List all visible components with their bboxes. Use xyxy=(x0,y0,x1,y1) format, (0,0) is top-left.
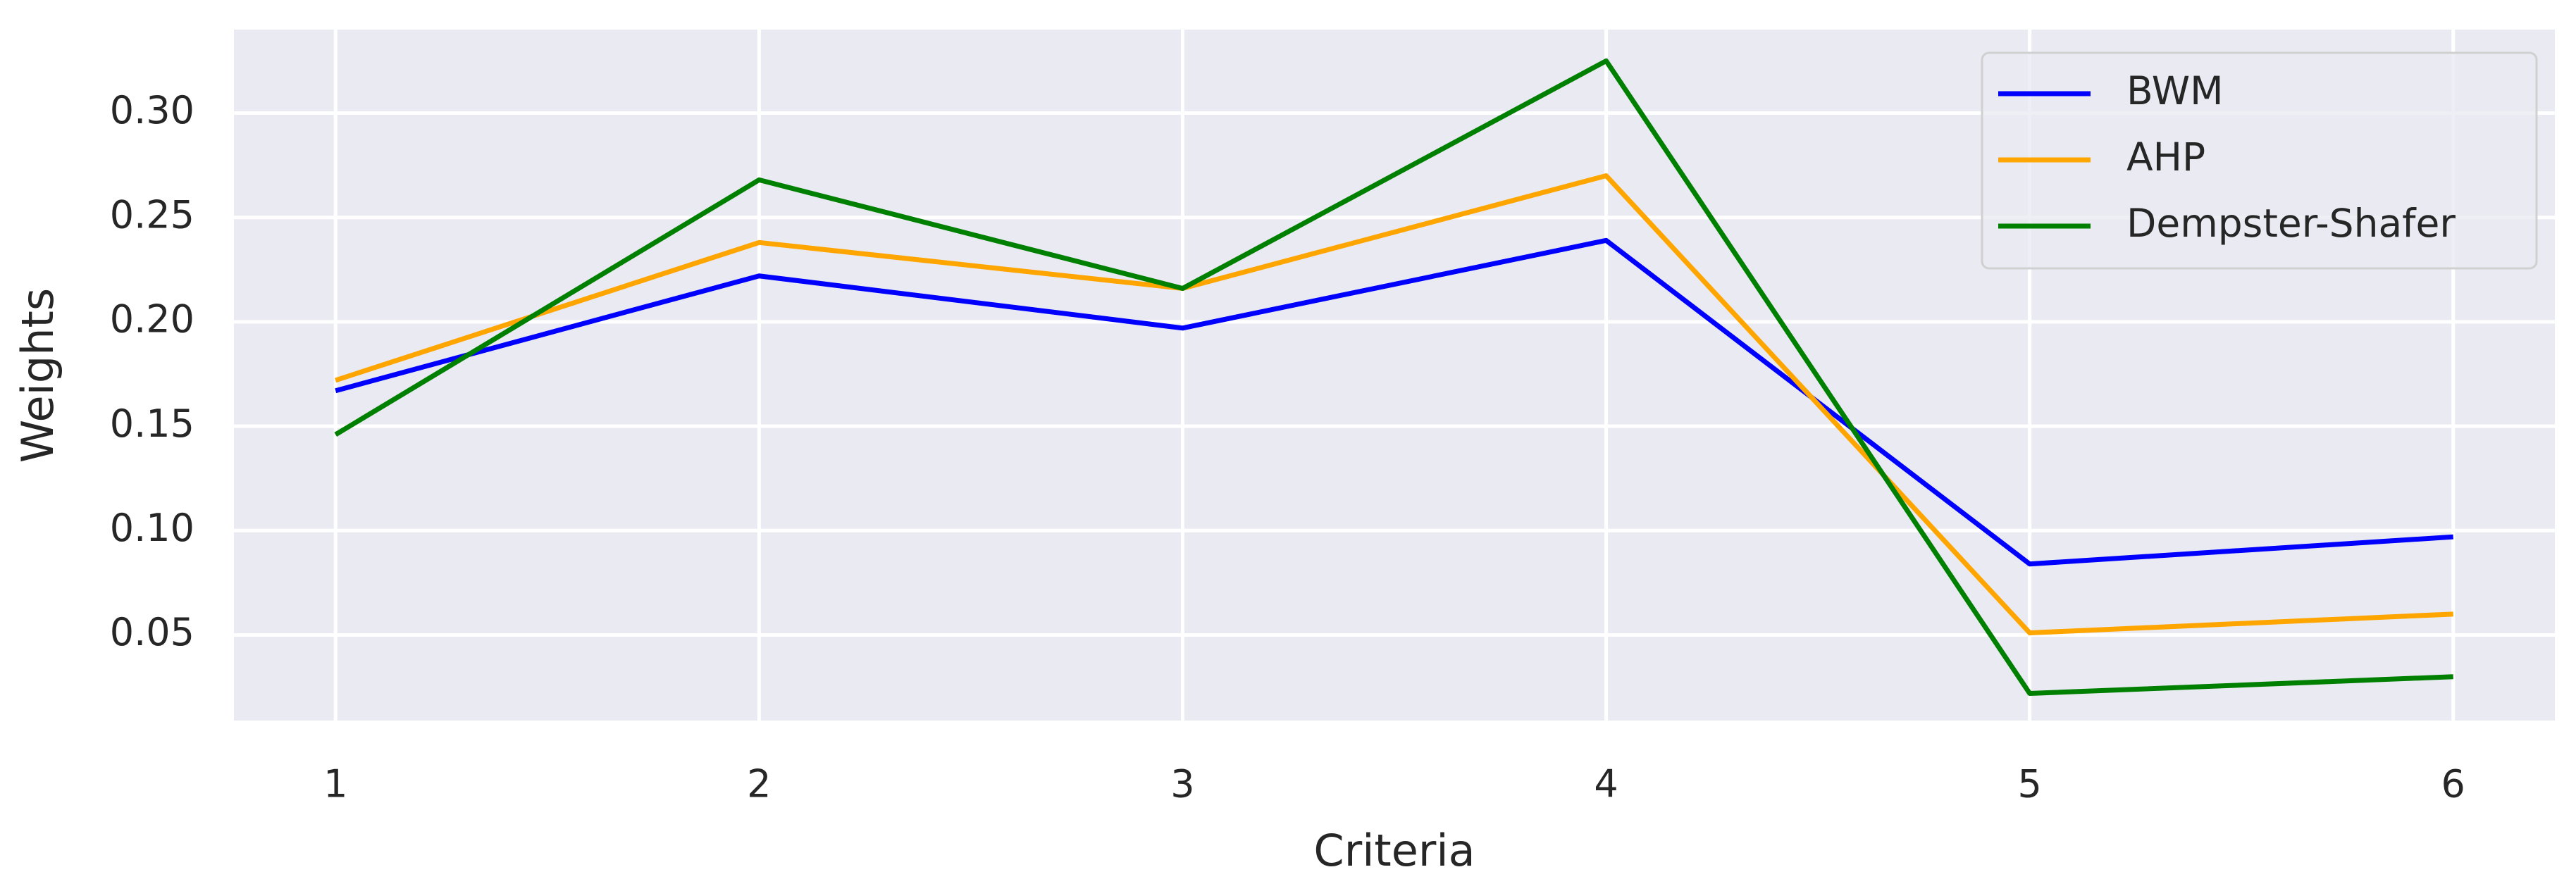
y-tick-label: 0.05 xyxy=(110,610,194,654)
series-line xyxy=(335,173,2453,636)
series-line xyxy=(334,58,2453,696)
legend-box xyxy=(1981,51,2538,270)
x-tick-label: 3 xyxy=(1170,762,1194,806)
x-tick-label: 4 xyxy=(1594,762,1618,806)
x-tick-label: 2 xyxy=(747,762,771,806)
x-tick-label: 5 xyxy=(2017,762,2041,806)
lines xyxy=(334,58,2453,696)
x-tick-label: 1 xyxy=(323,762,347,806)
y-tick-label: 0.10 xyxy=(110,506,194,550)
y-tick-label: 0.25 xyxy=(110,192,194,237)
series-line xyxy=(335,237,2453,567)
y-axis-label: Weights xyxy=(12,288,63,463)
legend-label: AHP xyxy=(2126,135,2205,180)
y-tick-label: 0.30 xyxy=(110,88,194,132)
legend-label: BWM xyxy=(2126,68,2224,113)
y-tick-label: 0.20 xyxy=(110,297,194,342)
y-tick-label: 0.15 xyxy=(110,401,194,446)
grid xyxy=(234,30,2555,721)
legend-label: Dempster-Shafer xyxy=(2126,201,2456,246)
x-axis-label: Criteria xyxy=(1313,825,1475,876)
legend: BWM AHP Dempster-Shafer xyxy=(1981,51,2538,270)
x-tick-label: 6 xyxy=(2441,762,2465,806)
